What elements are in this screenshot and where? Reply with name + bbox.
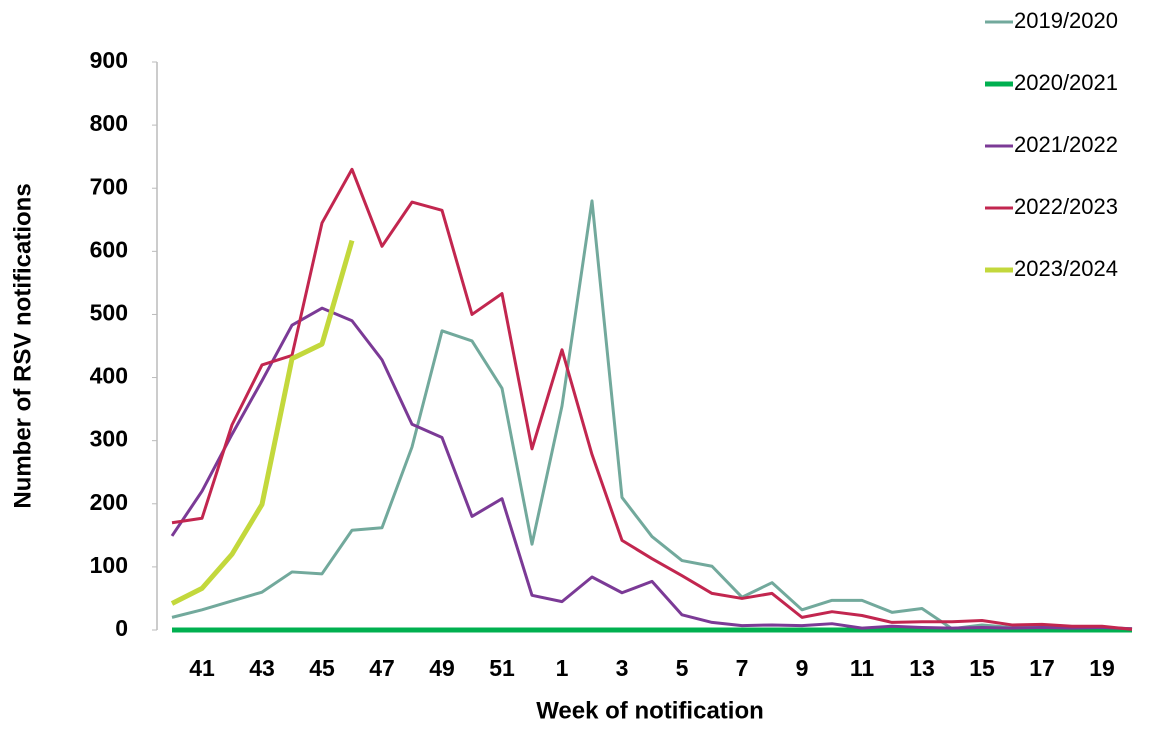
legend-label: 2022/2023 [1014, 194, 1118, 219]
x-tick-label: 17 [1029, 655, 1055, 681]
x-tick-label: 41 [189, 655, 215, 681]
x-tick-label: 7 [736, 655, 749, 681]
y-tick-label: 900 [90, 47, 128, 73]
series-line [171, 199, 1133, 631]
y-tick-label: 0 [115, 615, 128, 641]
legend-label: 2021/2022 [1014, 132, 1118, 157]
x-tick-label: 19 [1089, 655, 1115, 681]
legend-label: 2023/2024 [1014, 256, 1118, 281]
x-tick-label: 1 [556, 655, 569, 681]
x-tick-label: 45 [309, 655, 335, 681]
x-tick-label: 15 [969, 655, 995, 681]
series-line [171, 167, 1133, 631]
series-line [170, 306, 1133, 631]
x-tick-label: 5 [676, 655, 689, 681]
y-tick-label: 100 [90, 552, 128, 578]
x-tick-label: 49 [429, 655, 455, 681]
x-tick-label: 47 [369, 655, 395, 681]
x-tick-label: 11 [850, 655, 875, 681]
y-axis-title: Number of RSV notifications [9, 183, 36, 508]
x-tick-label: 13 [909, 655, 935, 681]
x-axis-title: Week of notification [536, 697, 764, 724]
legend-label: 2020/2021 [1014, 70, 1118, 95]
y-tick-label: 600 [90, 236, 128, 262]
y-tick-label: 800 [90, 110, 128, 136]
y-tick-label: 700 [90, 173, 128, 199]
series-line [170, 239, 355, 606]
y-tick-label: 300 [90, 426, 128, 452]
y-tick-label: 400 [90, 363, 128, 389]
x-tick-label: 43 [249, 655, 275, 681]
y-tick-label: 200 [90, 489, 128, 515]
x-tick-label: 3 [616, 655, 629, 681]
y-tick-label: 500 [90, 300, 128, 326]
legend-label: 2019/2020 [1014, 8, 1118, 33]
x-tick-label: 9 [796, 655, 809, 681]
x-tick-label: 51 [489, 655, 515, 681]
